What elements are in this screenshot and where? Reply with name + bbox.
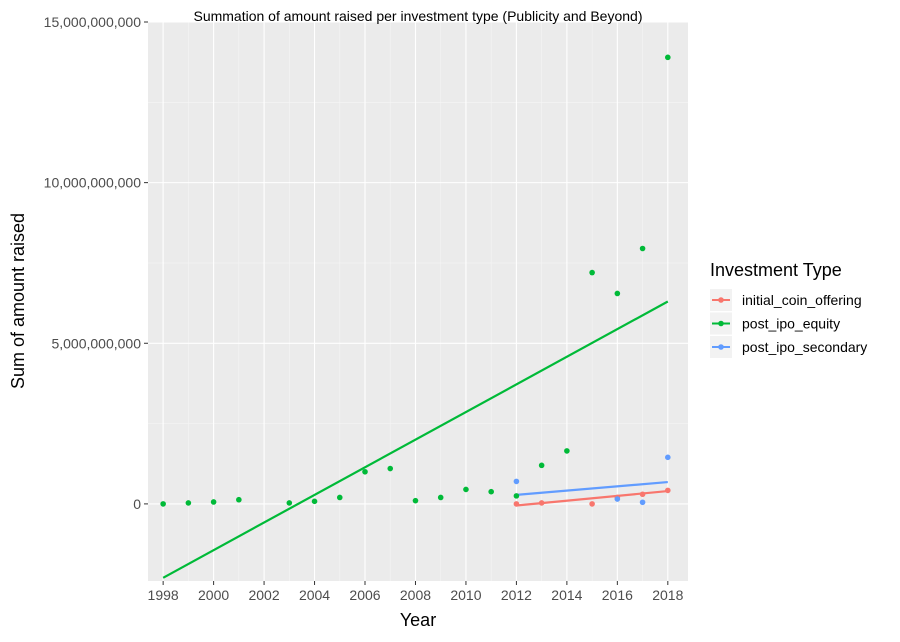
data-point-post-ipo-equity (210, 499, 217, 505)
x-tick-label: 2002 (248, 587, 279, 603)
data-point-post-ipo-equity (488, 488, 494, 495)
legend: Investment Type initial_coin_offeringpos… (710, 260, 867, 358)
y-tick-label: 0 (133, 496, 141, 512)
data-point-post-ipo-equity (185, 500, 192, 506)
chart-title: Summation of amount raised per investmen… (193, 8, 642, 24)
legend-key-point (718, 297, 724, 303)
data-point-initial-coin-offering (665, 487, 671, 494)
data-point-post-ipo-equity (463, 486, 469, 493)
data-point-post-ipo-equity (362, 468, 368, 475)
data-point-post-ipo-equity (589, 269, 595, 276)
data-point-post-ipo-equity (387, 465, 394, 472)
legend-key-point (718, 320, 724, 327)
trend-line-post-ipo-secondary (516, 480, 668, 496)
data-point-initial-coin-offering (589, 501, 595, 507)
y-tick-label: 15,000,000,000 (44, 14, 142, 30)
legend-title: Investment Type (710, 260, 842, 280)
x-tick-label: 2000 (198, 587, 229, 603)
x-tick-label: 2010 (450, 587, 481, 603)
data-point-post-ipo-equity (639, 245, 646, 252)
y-axis-title: Sum of amount raised (8, 213, 28, 389)
data-point-post-ipo-equity (286, 500, 293, 506)
data-point-initial-coin-offering (513, 501, 520, 507)
x-axis: 1998 2000 2002 2004 2006 2008 2010 2012 2014 2016… (148, 581, 684, 603)
data-point-post-ipo-secondary (614, 496, 621, 502)
data-point-post-ipo-equity (538, 462, 545, 469)
y-tick-label: 10,000,000,000 (44, 175, 142, 191)
x-tick-label: 2018 (652, 587, 683, 603)
legend-item-label: post_ipo_equity (742, 316, 840, 332)
x-tick-label: 2012 (501, 587, 532, 603)
y-tick-label: 5,000,000,000 (51, 335, 141, 351)
data-point-post-ipo-secondary (665, 454, 671, 461)
data-point-post-ipo-equity (665, 54, 671, 61)
data-point-post-ipo-secondary (513, 478, 520, 485)
x-axis-title: Year (400, 610, 436, 630)
data-point-post-ipo-secondary (639, 499, 646, 506)
x-tick-label: 2014 (551, 587, 582, 603)
data-point-initial-coin-offering (639, 491, 646, 498)
data-point-post-ipo-equity (160, 501, 166, 507)
data-point-initial-coin-offering (538, 500, 545, 506)
data-point-post-ipo-equity (614, 290, 621, 297)
legend-key-point (718, 344, 724, 350)
data-point-post-ipo-equity (513, 493, 520, 499)
x-tick-label: 2006 (349, 587, 380, 603)
data-points (160, 54, 671, 507)
x-tick-label: 2016 (602, 587, 633, 603)
data-point-post-ipo-equity (412, 497, 419, 504)
x-tick-label: 1998 (148, 587, 179, 603)
data-point-post-ipo-equity (564, 448, 570, 454)
data-point-post-ipo-equity (311, 498, 318, 505)
data-point-post-ipo-equity (437, 494, 444, 501)
data-point-post-ipo-equity (336, 494, 343, 501)
trend-line-post-ipo-equity (162, 300, 669, 579)
x-tick-label: 2008 (400, 587, 431, 603)
y-axis: 0 5,000,000,000 10,000,000,000 15,000,000,0… (44, 14, 148, 512)
legend-item-label: initial_coin_offering (742, 292, 862, 308)
data-point-post-ipo-equity (236, 496, 242, 503)
x-tick-label: 2004 (299, 587, 330, 603)
legend-item-label: post_ipo_secondary (742, 339, 867, 355)
